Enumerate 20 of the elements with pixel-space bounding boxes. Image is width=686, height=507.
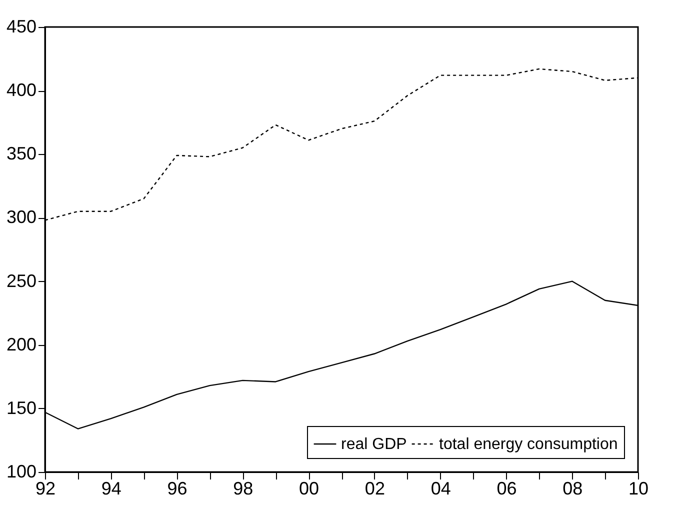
- x-tick-label: 08: [562, 478, 583, 498]
- legend-label: real GDP: [341, 436, 407, 453]
- x-tick-label: 02: [364, 478, 385, 498]
- y-tick-label: 350: [6, 144, 36, 164]
- x-tick-label: 04: [430, 478, 451, 498]
- x-tick-label: 96: [167, 478, 188, 498]
- y-tick-label: 250: [6, 270, 36, 291]
- y-tick-label: 400: [6, 80, 36, 100]
- y-tick-label: 200: [6, 334, 36, 354]
- x-tick-label: 06: [496, 478, 517, 498]
- y-tick-label: 300: [6, 207, 36, 228]
- x-tick-label: 00: [299, 478, 320, 498]
- x-tick-label: 92: [35, 478, 56, 498]
- x-tick-label: 94: [101, 478, 122, 498]
- x-tick-label: 98: [233, 478, 254, 498]
- y-tick-label: 150: [6, 398, 36, 418]
- y-tick-label: 100: [6, 462, 36, 482]
- y-tick-label: 450: [6, 16, 36, 36]
- x-tick-label: 10: [628, 478, 649, 498]
- legend-label: total energy consumption: [439, 436, 618, 453]
